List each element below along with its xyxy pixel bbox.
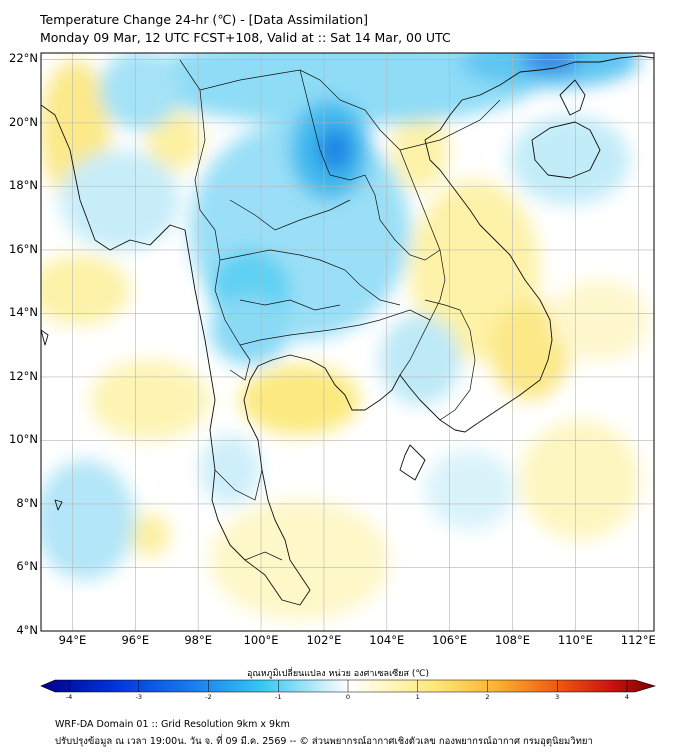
lon-label: 98°E: [184, 633, 212, 647]
colorbar-tick-label: 1: [415, 693, 420, 701]
map-frame: [40, 52, 655, 632]
colorbar-tick-label: -2: [205, 693, 212, 701]
lat-label: 20°N: [9, 114, 38, 129]
lon-label: 108°E: [495, 633, 531, 647]
lon-label: 104°E: [369, 633, 405, 647]
lat-label: 16°N: [9, 241, 38, 256]
lon-label: 110°E: [557, 633, 593, 647]
colorbar-tick-label: -1: [275, 693, 282, 701]
coastlines: [41, 55, 654, 606]
colorbar-title: อุณหภูมิเปลี่ยนแปลง หน่วย องศาเซลเซียส (…: [246, 669, 430, 679]
lat-label: 12°N: [9, 368, 38, 383]
map-plot-area: [41, 53, 654, 631]
colorbar-tick-label: 0: [345, 693, 351, 701]
lon-label: 106°E: [432, 633, 468, 647]
map-subtitle: Monday 09 Mar, 12 UTC FCST+108, Valid at…: [40, 30, 451, 45]
colorbar-tick-label: -4: [65, 693, 73, 701]
colorbar-tick-label: 2: [485, 693, 490, 701]
colorbar: [40, 679, 657, 693]
lat-label: 4°N: [16, 623, 38, 637]
lon-label: 100°E: [243, 633, 279, 647]
lat-label: 22°N: [9, 51, 38, 66]
country-borders: [179, 59, 501, 561]
map-gridlines: [41, 53, 654, 631]
lat-label: 14°N: [9, 305, 38, 320]
update-credit: ปรับปรุงข้อมูล ณ เวลา 19:00น. วัน จ. ที่…: [55, 736, 593, 747]
lat-label: 18°N: [9, 178, 38, 193]
model-info: WRF-DA Domain 01 :: Grid Resolution 9km …: [55, 719, 290, 730]
lat-label: 6°N: [16, 559, 38, 574]
colorbar-tick-label: 4: [624, 693, 630, 701]
lon-label: 94°E: [58, 633, 87, 647]
colorbar-tick-label: 3: [555, 693, 560, 701]
lon-label: 96°E: [121, 633, 150, 647]
lon-label: 102°E: [306, 633, 342, 647]
lat-label: 8°N: [16, 495, 38, 510]
map-title: Temperature Change 24-hr (℃) - [Data Ass…: [40, 12, 369, 27]
lon-label: 112°E: [620, 633, 656, 647]
lat-label: 10°N: [9, 432, 38, 447]
temperature-field: [41, 53, 650, 620]
colorbar-tick-label: -3: [135, 693, 142, 701]
